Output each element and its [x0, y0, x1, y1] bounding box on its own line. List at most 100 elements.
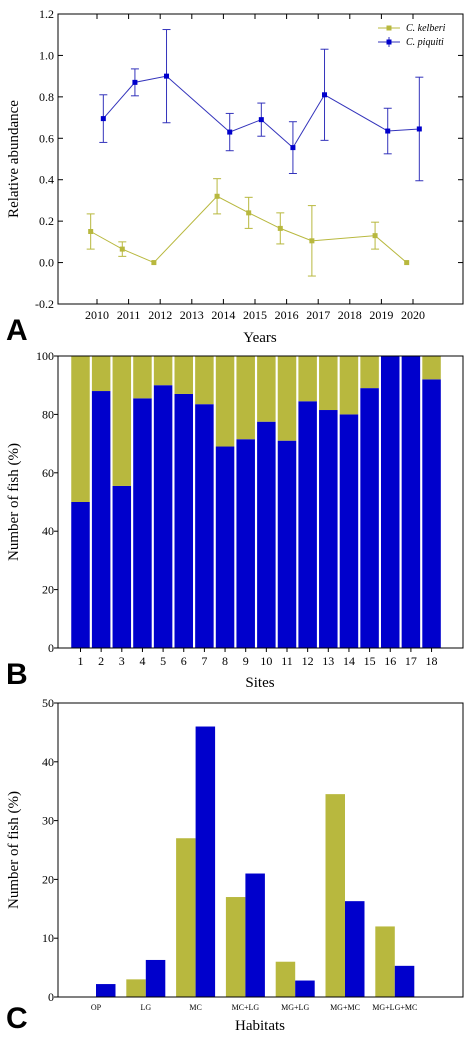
legend-kelberi-marker	[386, 25, 392, 31]
x-tick-label: MC	[189, 1003, 201, 1012]
panel-c-grouped-bar-chart: 0 10 20 30 40 50 OP LG MC MC+LG MG+LG MG+MC MG+LG+M…	[6, 696, 464, 1035]
bar-kelberi	[319, 356, 338, 411]
x-tick-label: 10	[260, 654, 272, 668]
data-point-kelberi	[372, 233, 378, 239]
panel-a-y-title: Relative abundance	[6, 100, 22, 218]
x-tick-label: 2017	[306, 308, 330, 322]
y-tick-label: 40	[42, 755, 54, 769]
panel-b-bars	[71, 356, 441, 648]
bar-piquiti	[295, 980, 315, 997]
x-tick-label: 9	[243, 654, 249, 668]
x-tick-label: 2012	[148, 308, 172, 322]
x-tick-label: 8	[222, 654, 228, 668]
data-point-piquiti	[385, 128, 391, 134]
bar-piquiti	[133, 398, 152, 648]
bar-piquiti	[153, 385, 173, 648]
bar-piquiti	[236, 439, 255, 648]
data-point-kelberi	[151, 260, 157, 266]
bar-kelberi	[71, 356, 90, 502]
legend-piquiti-label: C. piquiti	[406, 37, 444, 48]
x-tick-label: 13	[322, 654, 334, 668]
bar-piquiti	[401, 356, 421, 648]
y-tick-label: 20	[42, 583, 54, 597]
bar-kelberi	[133, 356, 152, 399]
bar-kelberi	[422, 356, 441, 380]
panel-b-x-title: Sites	[245, 675, 274, 691]
x-tick-label: 6	[181, 654, 187, 668]
bar-piquiti	[394, 965, 415, 997]
panel-c-x-axis: OP LG MC MC+LG MG+LG MG+MC MG+LG+MC	[91, 1003, 417, 1012]
data-point-piquiti	[322, 92, 328, 98]
x-tick-label: 2019	[369, 308, 393, 322]
bar-kelberi	[257, 356, 276, 422]
bar-piquiti	[71, 502, 90, 648]
bar-piquiti	[174, 393, 193, 648]
x-tick-label: MC+LG	[232, 1003, 260, 1012]
bar-piquiti	[195, 726, 216, 997]
bar-piquiti	[339, 414, 359, 648]
y-tick-label: 0	[48, 641, 54, 655]
data-point-kelberi	[404, 260, 410, 266]
panel-b-plot-frame	[57, 355, 464, 649]
bar-piquiti	[298, 401, 317, 648]
bar-piquiti	[195, 404, 214, 648]
x-tick-label: 2020	[401, 308, 425, 322]
x-tick-label: 1	[78, 654, 84, 668]
bar-piquiti	[112, 485, 132, 648]
y-tick-label: 10	[42, 931, 54, 945]
x-tick-label: MG+MC	[330, 1003, 360, 1012]
panel-a-y-axis: -0.2 0.0 0.2 0.4 0.6 0.8 1.0 1.2	[35, 7, 463, 311]
y-tick-label: 0	[48, 990, 54, 1004]
x-tick-label: 17	[405, 654, 417, 668]
bar-piquiti	[345, 901, 365, 997]
y-tick-label: 0.2	[39, 214, 54, 228]
data-point-piquiti	[164, 73, 170, 79]
bar-piquiti	[319, 410, 338, 648]
y-tick-label: 0.8	[39, 90, 54, 104]
y-tick-label: -0.2	[35, 297, 54, 311]
data-point-piquiti	[100, 116, 106, 122]
bar-kelberi	[153, 356, 173, 386]
x-tick-label: 2016	[275, 308, 299, 322]
bar-piquiti	[245, 873, 265, 997]
bar-kelberi	[275, 961, 296, 997]
bar-kelberi	[360, 356, 379, 389]
bar-piquiti	[215, 446, 235, 648]
bar-kelberi	[126, 979, 146, 997]
x-tick-label: 15	[364, 654, 376, 668]
data-point-piquiti	[132, 79, 138, 85]
x-tick-label: 2011	[117, 308, 141, 322]
panel-a-line-chart: -0.20.00.20.40.60.81.01.2 2010 2011 2012 20…	[6, 7, 464, 347]
x-tick-label: 4	[139, 654, 145, 668]
data-point-kelberi	[88, 229, 94, 234]
panel-a-legend: C. kelberi C. piquiti	[378, 23, 446, 48]
x-tick-label: 18	[426, 654, 438, 668]
bar-kelberi	[112, 356, 132, 486]
bar-kelberi	[339, 356, 359, 415]
panel-a-plot-frame	[57, 13, 464, 305]
panel-c-x-title: Habitats	[235, 1018, 285, 1034]
data-point-kelberi	[214, 193, 220, 199]
bar-kelberi	[277, 356, 297, 441]
x-tick-label: 12	[302, 654, 314, 668]
y-tick-label: 60	[42, 466, 54, 480]
data-point-kelberi	[246, 210, 252, 216]
data-point-kelberi	[309, 238, 315, 244]
bar-kelberi	[91, 356, 111, 392]
x-tick-label: 5	[160, 654, 166, 668]
bar-piquiti	[381, 356, 400, 648]
legend-piquiti-marker	[386, 39, 392, 45]
x-tick-label: 11	[281, 654, 293, 668]
y-tick-label: 0.0	[39, 256, 54, 270]
bar-kelberi	[375, 926, 395, 997]
bar-kelberi	[176, 838, 196, 997]
legend-kelberi-label: C. kelberi	[406, 23, 446, 34]
bar-kelberi	[298, 356, 317, 402]
panel-b-y-title: Number of fish (%)	[6, 443, 22, 561]
x-tick-label: 2	[98, 654, 104, 668]
data-point-kelberi	[119, 246, 125, 252]
y-tick-label: 0.6	[39, 131, 54, 145]
x-tick-label: 7	[201, 654, 207, 668]
panel-c-y-title: Number of fish (%)	[6, 791, 22, 909]
